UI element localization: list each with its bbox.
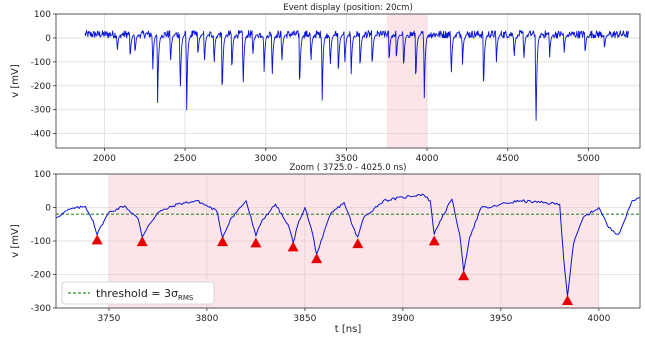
event-display-panel: Event display (position: 20cm) v [mV] 20… bbox=[10, 3, 641, 164]
signal-line bbox=[84, 30, 629, 121]
peak-marker bbox=[311, 253, 323, 264]
zoom-y-tick-labels: 100 0 -100 -200 -300 bbox=[31, 170, 56, 314]
legend-box bbox=[61, 281, 215, 305]
peak-marker bbox=[250, 237, 262, 248]
x-tick-label: 5000 bbox=[577, 154, 600, 164]
peak-marker bbox=[91, 234, 103, 245]
y-tick-label: 0 bbox=[45, 204, 51, 214]
top-chart-title: Event display (position: 20cm) bbox=[283, 3, 413, 13]
zoom-signal-line bbox=[55, 193, 641, 297]
zoom-chart-title: Zoom ( 3725.0 - 4025.0 ns) bbox=[289, 163, 406, 173]
x-tick-label: 4000 bbox=[587, 314, 610, 324]
x-tick-label: 3000 bbox=[254, 154, 277, 164]
y-tick-label: -100 bbox=[31, 237, 52, 247]
peak-marker bbox=[352, 238, 364, 249]
zoom-y-axis-label: v [mV] bbox=[10, 224, 21, 258]
x-tick-label: 4500 bbox=[496, 154, 519, 164]
top-y-tick-labels: 100 0 -100 -200 -300 -400 bbox=[31, 10, 56, 140]
top-x-tick-labels: 2000 2500 3000 3500 4000 4500 5000 bbox=[93, 148, 600, 164]
zoom-x-axis-label: t [ns] bbox=[335, 324, 362, 335]
peak-marker bbox=[458, 270, 470, 281]
peak-markers bbox=[91, 234, 573, 306]
top-grid bbox=[56, 13, 640, 148]
x-tick-label: 2000 bbox=[93, 154, 116, 164]
peak-marker bbox=[217, 236, 229, 247]
x-tick-label: 3950 bbox=[489, 314, 512, 324]
top-plot-frame bbox=[55, 13, 641, 149]
zoom-signal-series bbox=[55, 193, 641, 297]
y-tick-label: -300 bbox=[31, 106, 52, 116]
x-tick-label: 3800 bbox=[195, 314, 218, 324]
x-tick-label: 3900 bbox=[391, 314, 414, 324]
peak-marker bbox=[287, 241, 299, 252]
legend-label-main: threshold = 3σ bbox=[96, 287, 178, 300]
y-tick-label: 0 bbox=[45, 34, 51, 44]
x-tick-label: 3500 bbox=[335, 154, 358, 164]
y-tick-label: -400 bbox=[31, 130, 52, 140]
top-signal-series bbox=[84, 30, 629, 121]
peak-marker bbox=[428, 235, 440, 246]
y-tick-label: 100 bbox=[34, 170, 51, 180]
zoom-x-tick-labels: 3750 3800 3850 3900 3950 4000 bbox=[97, 308, 611, 324]
y-tick-label: -300 bbox=[31, 304, 52, 314]
y-tick-label: -100 bbox=[31, 58, 52, 68]
legend: threshold = 3σRMS bbox=[61, 281, 215, 305]
x-tick-label: 4000 bbox=[416, 154, 439, 164]
legend-threshold-label: threshold = 3σRMS bbox=[96, 287, 194, 302]
y-tick-label: -200 bbox=[31, 82, 52, 92]
peak-marker bbox=[561, 295, 573, 306]
peak-marker bbox=[136, 236, 148, 247]
x-tick-label: 2500 bbox=[174, 154, 197, 164]
x-tick-label: 3850 bbox=[293, 314, 316, 324]
y-tick-label: 100 bbox=[34, 10, 51, 20]
legend-label-subscript: RMS bbox=[178, 294, 194, 302]
y-tick-label: -200 bbox=[31, 271, 52, 281]
x-tick-label: 3750 bbox=[97, 314, 120, 324]
top-y-axis-label: v [mV] bbox=[10, 64, 21, 98]
zoom-panel: Zoom ( 3725.0 - 4025.0 ns) v [mV] t [ns]… bbox=[10, 163, 641, 335]
